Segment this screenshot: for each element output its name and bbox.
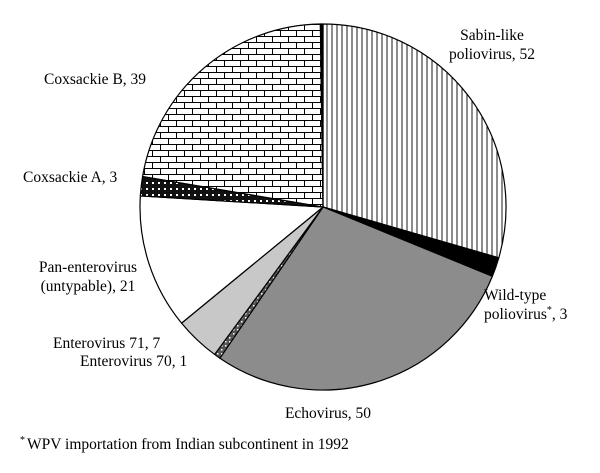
label-line: Sabin-like bbox=[460, 27, 524, 44]
footnote-body: WPV importation from Indian subcontinent… bbox=[27, 436, 349, 453]
label-line: poliovirus, 52 bbox=[449, 46, 535, 63]
label-line: (untypable), 21 bbox=[41, 278, 136, 295]
footnote: * WPV importation from Indian subcontinen… bbox=[20, 435, 349, 453]
slice-coxsackie-b bbox=[141, 23, 324, 208]
slice-echovirus-label: Echovirus, 50 bbox=[285, 405, 371, 422]
slice-coxsackie-b-label: Coxsackie B, 39 bbox=[44, 71, 146, 88]
label-line: Echovirus, 50 bbox=[285, 405, 371, 422]
pie-slices bbox=[139, 23, 507, 391]
label-line: Coxsackie A, 3 bbox=[23, 169, 118, 186]
label-line: Wild-type bbox=[484, 287, 546, 304]
slice-sabin-like-poliovirus-label: Sabin-like poliovirus, 52 bbox=[449, 27, 535, 63]
footnote-text: * WPV importation from Indian subcontinen… bbox=[20, 435, 349, 453]
label-line: Pan-enterovirus bbox=[39, 259, 137, 276]
slice-pan-enterovirus bbox=[139, 195, 324, 324]
label-line: Coxsackie B, 39 bbox=[44, 71, 146, 88]
slice-labels: Sabin-like poliovirus, 52 Wild-type poliovi… bbox=[23, 27, 568, 422]
footnote-mark: * bbox=[20, 435, 25, 446]
slice-enterovirus-71-label: Enterovirus 71, 7 bbox=[53, 335, 160, 352]
slice-sabin-like-poliovirus bbox=[322, 23, 507, 259]
slice-coxsackie-a-label: Coxsackie A, 3 bbox=[23, 169, 118, 186]
slice-wild-type-poliovirus-label: Wild-type poliovirus*, 3 bbox=[484, 287, 568, 323]
label-line: poliovirus bbox=[484, 306, 547, 323]
slice-pan-enterovirus-label: Pan-enterovirus (untypable), 21 bbox=[39, 259, 137, 295]
label-value: , 3 bbox=[552, 306, 568, 323]
footnote-mark: * bbox=[547, 305, 552, 316]
label-line: Enterovirus 71, 7 bbox=[53, 335, 160, 352]
label-line: Enterovirus 70, 1 bbox=[80, 353, 187, 370]
slice-echovirus bbox=[219, 206, 493, 391]
slice-enterovirus-70-label: Enterovirus 70, 1 bbox=[80, 353, 187, 370]
slice-small-marker bbox=[319, 23, 324, 208]
